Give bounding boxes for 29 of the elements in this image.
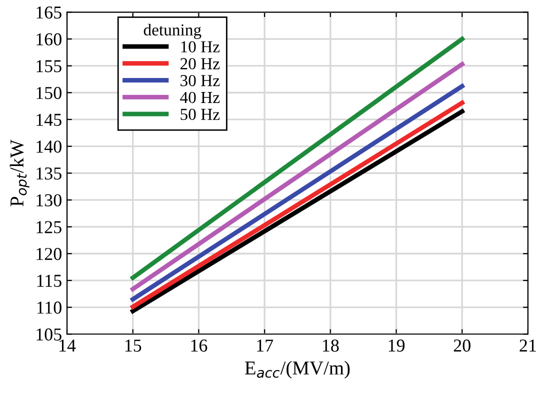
legend-label: 30 Hz (180, 74, 220, 86)
y-tick-label: 110 (37, 302, 62, 314)
y-tick-label: 140 (36, 140, 62, 153)
x-tick-label: 15 (125, 340, 142, 352)
x-tick-label: 19 (388, 340, 405, 352)
y-tick-label: 155 (36, 60, 62, 72)
y-tick-label: 105 (36, 328, 62, 341)
y-tick-label: 130 (36, 194, 62, 206)
y-tick-label: 135 (36, 167, 62, 180)
y-tick-label: 160 (36, 33, 62, 46)
x-tick-label: 16 (191, 340, 208, 352)
y-tick-label: 145 (36, 114, 62, 126)
y-tick-label: 150 (36, 86, 62, 100)
legend-title: detuning (144, 24, 202, 39)
legend-label: 50 Hz (180, 108, 220, 120)
legend-label: 40 Hz (180, 92, 220, 104)
y-tick-label: 165 (36, 6, 62, 19)
y-tick-label: 125 (36, 221, 62, 234)
y-tick-label: 115 (37, 274, 62, 287)
y-axis-title: P$_{opt}$/kW (10, 140, 30, 206)
x-tick-label: 17 (257, 340, 274, 352)
x-tick-label: 18 (322, 340, 339, 352)
x-tick-label: 14 (60, 340, 76, 352)
x-tick-label: 20 (454, 340, 470, 352)
y-tick-label: 120 (36, 248, 62, 260)
x-axis-title: E$_{acc}$/(MV/m) (244, 360, 350, 379)
legend-label: 10 Hz (181, 41, 220, 52)
legend-label: 20 Hz (180, 58, 220, 70)
x-tick-label: 21 (520, 340, 536, 352)
